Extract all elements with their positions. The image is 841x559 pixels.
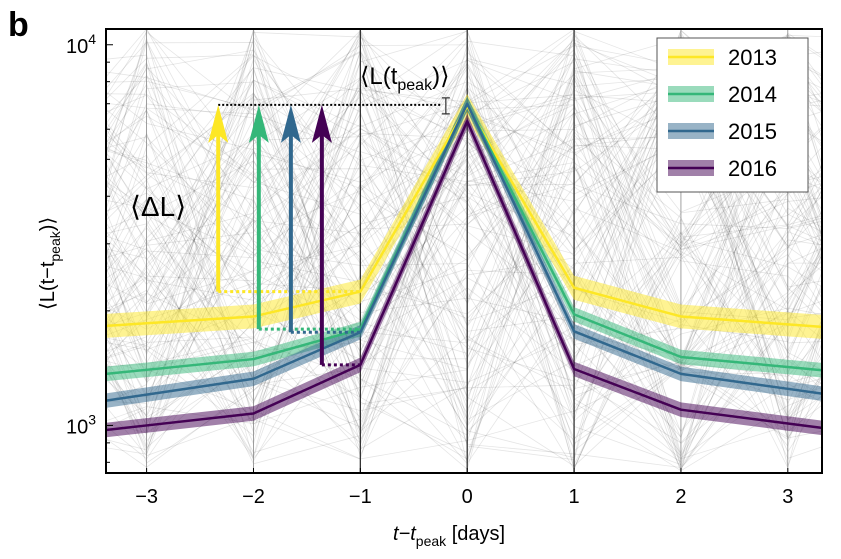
legend-label: 2013 [728, 45, 777, 70]
x-tick-label: 0 [462, 486, 473, 508]
x-axis-label: t−tpeak [days] [393, 523, 505, 549]
y-tick-label: 103 [66, 411, 96, 438]
x-tick-label: −3 [135, 486, 158, 508]
delta-label: ⟨ΔL⟩ [130, 191, 186, 222]
peak-error-bar [441, 97, 450, 115]
x-tick-label: 1 [569, 486, 580, 508]
plot-frame [105, 28, 823, 474]
panel-label: b [8, 6, 29, 44]
series-lines [106, 102, 822, 432]
legend: 2013 2014 2015 2016 [656, 37, 809, 193]
arrow-head-2013 [208, 104, 229, 143]
x-tick-label: −1 [349, 486, 372, 508]
legend-item-2016: 2016 [668, 156, 777, 181]
legend-item-2013: 2013 [668, 45, 777, 70]
peak-label: ⟨L(tpeak)⟩ [360, 63, 449, 94]
legend-label: 2016 [728, 156, 777, 181]
annotations [208, 97, 450, 367]
band-2015 [106, 96, 822, 408]
x-tick-label: 3 [782, 486, 793, 508]
legend-label: 2015 [728, 119, 777, 144]
arrow-head-2014 [248, 104, 269, 143]
x-tick-label: 2 [675, 486, 686, 508]
arrow-head-2015 [280, 104, 301, 143]
arrow-head-2016 [311, 104, 332, 143]
legend-item-2015: 2015 [668, 119, 777, 144]
band-2013 [106, 94, 822, 339]
legend-label: 2014 [728, 82, 777, 107]
y-tick-label: 104 [66, 31, 96, 58]
confidence-bands [106, 94, 822, 438]
y-axis-label: ⟨L(t−tpeak)⟩ [37, 217, 63, 310]
x-tick-label: −2 [242, 486, 265, 508]
axis-ticks: −3 −2 −1 0 1 2 3 103 104 [66, 31, 793, 508]
legend-item-2014: 2014 [668, 82, 777, 107]
